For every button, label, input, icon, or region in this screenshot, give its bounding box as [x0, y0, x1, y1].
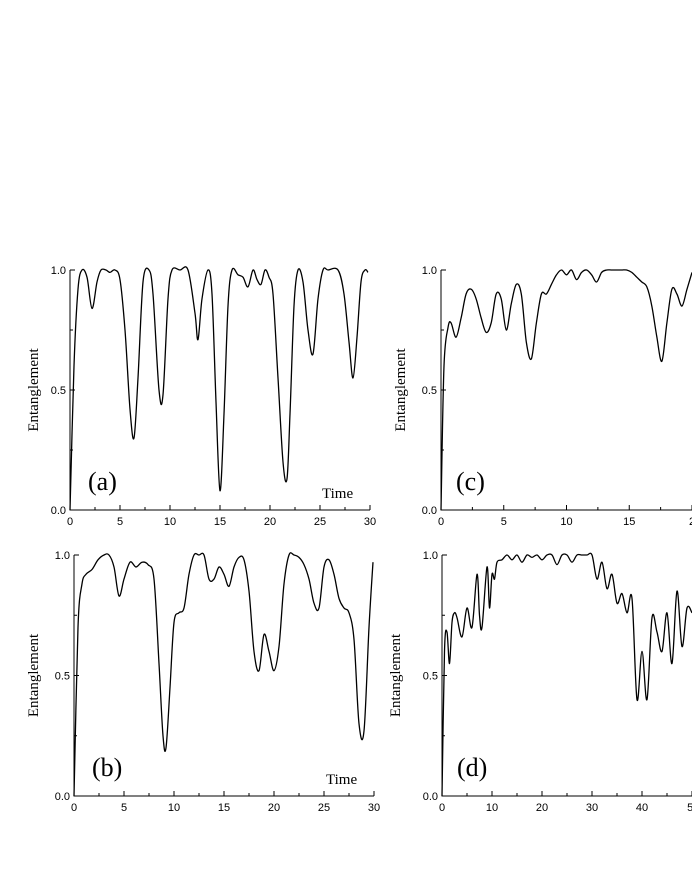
panel-label: (a)	[88, 467, 117, 496]
y-tick-label: 1.0	[423, 550, 438, 562]
x-tick-label: 20	[264, 516, 276, 528]
x-axis-title: Time	[326, 772, 357, 788]
y-axis-title: Entanglement	[393, 348, 409, 432]
y-tick-label: 1.0	[55, 550, 70, 562]
x-tick-label: 5(	[687, 802, 692, 814]
series-line	[440, 269, 692, 511]
panel-d: 0 10 20 30 40 5( 0.0 0.5 1.0 Entanglement (d)	[388, 550, 692, 814]
x-tick-label: 10	[560, 516, 572, 528]
y-tick-label: 0.0	[55, 791, 70, 803]
x-tick-label: 20	[268, 802, 280, 814]
y-tick-label: 0.5	[422, 385, 437, 397]
x-tick-label: 15	[214, 516, 226, 528]
x-axis-title: Time	[322, 486, 353, 502]
y-axis-title: Entanglement	[26, 633, 42, 717]
panel-b: 0 5 10 15 20 25 30 0.0 0.5 1.0 Entanglement (b) Time	[26, 550, 380, 814]
x-tick-label: 30	[364, 516, 376, 528]
x-tick-label: 5	[121, 802, 127, 814]
series-line	[441, 552, 692, 797]
panel-c: 0 5 10 15 2 0.0 0.5 1.0 Entanglement (c)	[393, 265, 692, 528]
y-tick-label: 0.0	[51, 505, 66, 517]
x-tick-label: 40	[636, 802, 648, 814]
x-tick-label: 10	[168, 802, 180, 814]
x-tick-label: 25	[314, 516, 326, 528]
x-tick-label: 15	[623, 516, 635, 528]
y-tick-label: 1.0	[51, 265, 66, 277]
x-tick-label: 5	[501, 516, 507, 528]
x-tick-label: 30	[368, 802, 380, 814]
x-tick-label: 10	[164, 516, 176, 528]
panel-label: (d)	[457, 753, 487, 782]
x-tick-label: 5	[117, 516, 123, 528]
x-tick-label: 0	[67, 516, 73, 528]
x-tick-label: 10	[486, 802, 498, 814]
x-tick-label: 15	[218, 802, 230, 814]
x-tick-label: 0	[439, 802, 445, 814]
x-tick-label: 30	[586, 802, 598, 814]
panel-a: 0 5 10 15 20 25 30 0.0 0.5 1.0 Entanglement (a) Time	[26, 265, 376, 528]
panel-label: (b)	[92, 753, 122, 782]
x-tick-label: 20	[536, 802, 548, 814]
y-tick-label: 1.0	[422, 265, 437, 277]
y-tick-label: 0.5	[55, 671, 70, 683]
y-tick-label: 0.0	[422, 505, 437, 517]
x-tick-label: 0	[438, 516, 444, 528]
series-line	[73, 552, 374, 797]
y-tick-label: 0.5	[423, 671, 438, 683]
x-tick-label: 2	[689, 516, 692, 528]
y-tick-label: 0.5	[51, 385, 66, 397]
panel-label: (c)	[456, 467, 485, 496]
series-line	[69, 266, 369, 511]
x-tick-label: 25	[318, 802, 330, 814]
y-axis-title: Entanglement	[388, 633, 404, 717]
x-tick-label: 0	[71, 802, 77, 814]
y-axis-title: Entanglement	[26, 348, 42, 432]
y-tick-label: 0.0	[423, 791, 438, 803]
